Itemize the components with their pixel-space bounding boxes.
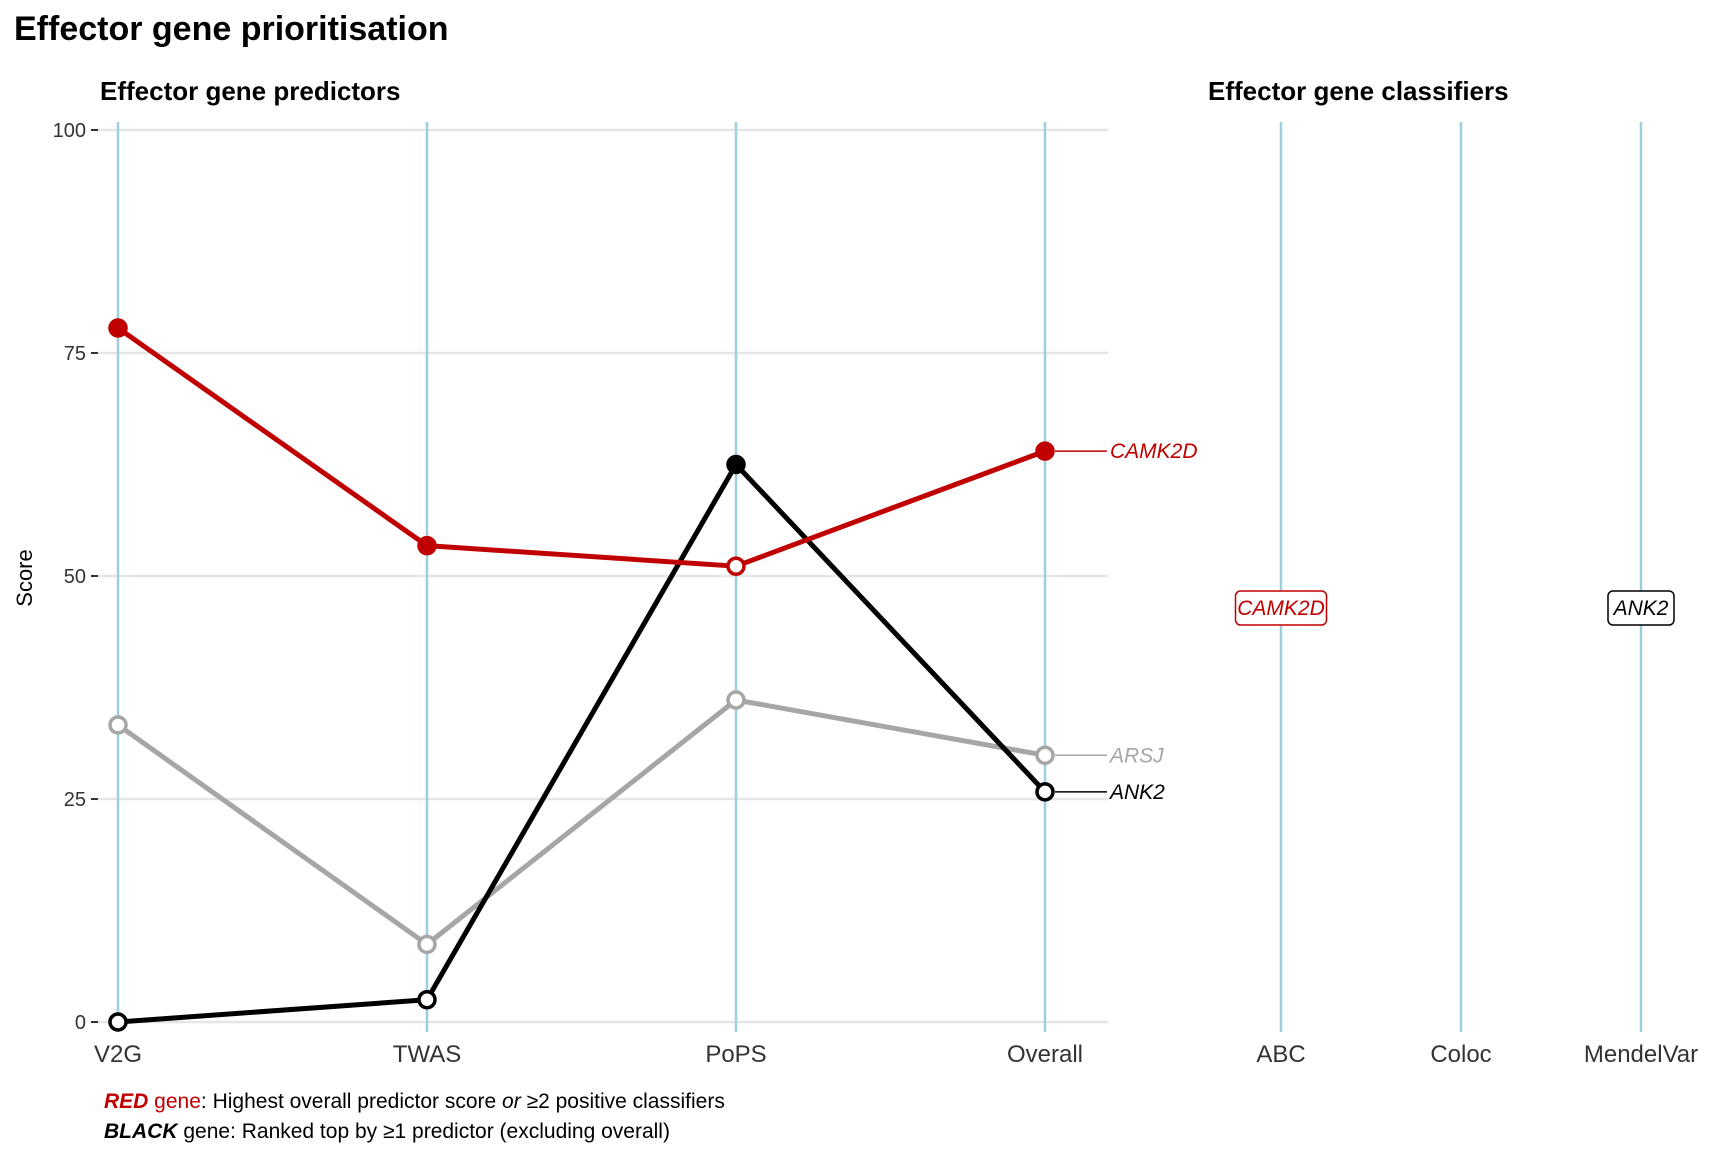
point-arsj-overall: [1035, 745, 1055, 766]
y-axis: 0 25 50 75 100: [53, 120, 98, 1034]
x-tick-label-coloc: Coloc: [1430, 1041, 1491, 1068]
point-camk2d-pops: [726, 556, 746, 576]
caption-or: or: [502, 1090, 522, 1113]
end-label-arsj: ARSJ: [1108, 744, 1164, 767]
point-arsj-v2g: [108, 715, 128, 735]
y-tick-label: 100: [53, 120, 86, 142]
caption-red-text: : Highest overall predictor score: [201, 1090, 502, 1113]
point-ank2-overall: [1035, 782, 1055, 802]
end-label-ank2: ANK2: [1108, 781, 1165, 804]
y-tick-label: 75: [64, 343, 86, 365]
point-ank2-pops: [726, 454, 746, 475]
predictors-panel-title: Effector gene predictors: [100, 76, 401, 106]
point-camk2d-twas: [417, 535, 437, 556]
point-arsj-twas: [417, 934, 437, 955]
point-ank2-v2g: [108, 1012, 128, 1032]
x-tick-label-twas: TWAS: [393, 1041, 461, 1068]
classifier-labels: CAMK2D ANK2: [1234, 590, 1675, 626]
x-tick-label-overall: Overall: [1007, 1041, 1083, 1068]
caption-black-word: BLACK: [104, 1120, 179, 1143]
x-axis: V2G TWAS PoPS Overall ABC Coloc MendelVar: [94, 1041, 1698, 1068]
classifier-box: [1234, 590, 1328, 626]
category-lines: [116, 122, 1643, 1032]
y-tick-label: 0: [75, 1012, 86, 1034]
y-tick-label: 50: [64, 566, 86, 588]
x-tick-label-mendelvar: MendelVar: [1584, 1041, 1698, 1068]
caption-black-text: gene: Ranked top by ≥1 predictor (exclud…: [178, 1120, 670, 1143]
chart-title: Effector gene prioritisation: [14, 10, 449, 48]
classifier-text: ANK2: [1612, 597, 1669, 620]
series-line-ank2: [117, 462, 1047, 1025]
caption: RED gene: Highest overall predictor scor…: [104, 1090, 725, 1143]
svg-text:RED gene: Highest overall pred: RED gene: Highest overall predictor scor…: [104, 1090, 725, 1113]
classifier-label-camk2d: CAMK2D: [1234, 590, 1328, 626]
point-ank2-twas: [417, 989, 437, 1010]
classifier-text: CAMK2D: [1237, 597, 1325, 620]
series-group: [108, 318, 1055, 1032]
point-arsj-pops: [726, 690, 746, 710]
gridlines: [98, 128, 1108, 1024]
series-line-arsj: [116, 697, 1046, 947]
point-camk2d-v2g: [108, 318, 128, 338]
x-tick-label-pops: PoPS: [705, 1041, 766, 1068]
caption-red-word: RED: [104, 1090, 148, 1113]
x-tick-label-abc: ABC: [1256, 1041, 1305, 1068]
series-line-camk2d: [116, 325, 1046, 569]
classifier-label-ank2: ANK2: [1607, 590, 1675, 626]
end-labels: ARSJ ANK2 CAMK2D: [1055, 440, 1198, 804]
caption-red-gene: gene: [148, 1090, 201, 1113]
classifiers-panel-title: Effector gene classifiers: [1208, 76, 1509, 106]
point-camk2d-overall: [1035, 441, 1055, 461]
svg-text:BLACK gene: Ranked top by ≥1 p: BLACK gene: Ranked top by ≥1 predictor (…: [104, 1120, 670, 1143]
y-axis-label: Score: [12, 549, 37, 606]
classifier-box: [1607, 590, 1675, 626]
caption-red-tail: ≥2 positive classifiers: [521, 1090, 725, 1113]
y-tick-label: 25: [64, 789, 86, 811]
end-label-camk2d: CAMK2D: [1110, 440, 1198, 463]
x-tick-label-v2g: V2G: [94, 1041, 142, 1068]
